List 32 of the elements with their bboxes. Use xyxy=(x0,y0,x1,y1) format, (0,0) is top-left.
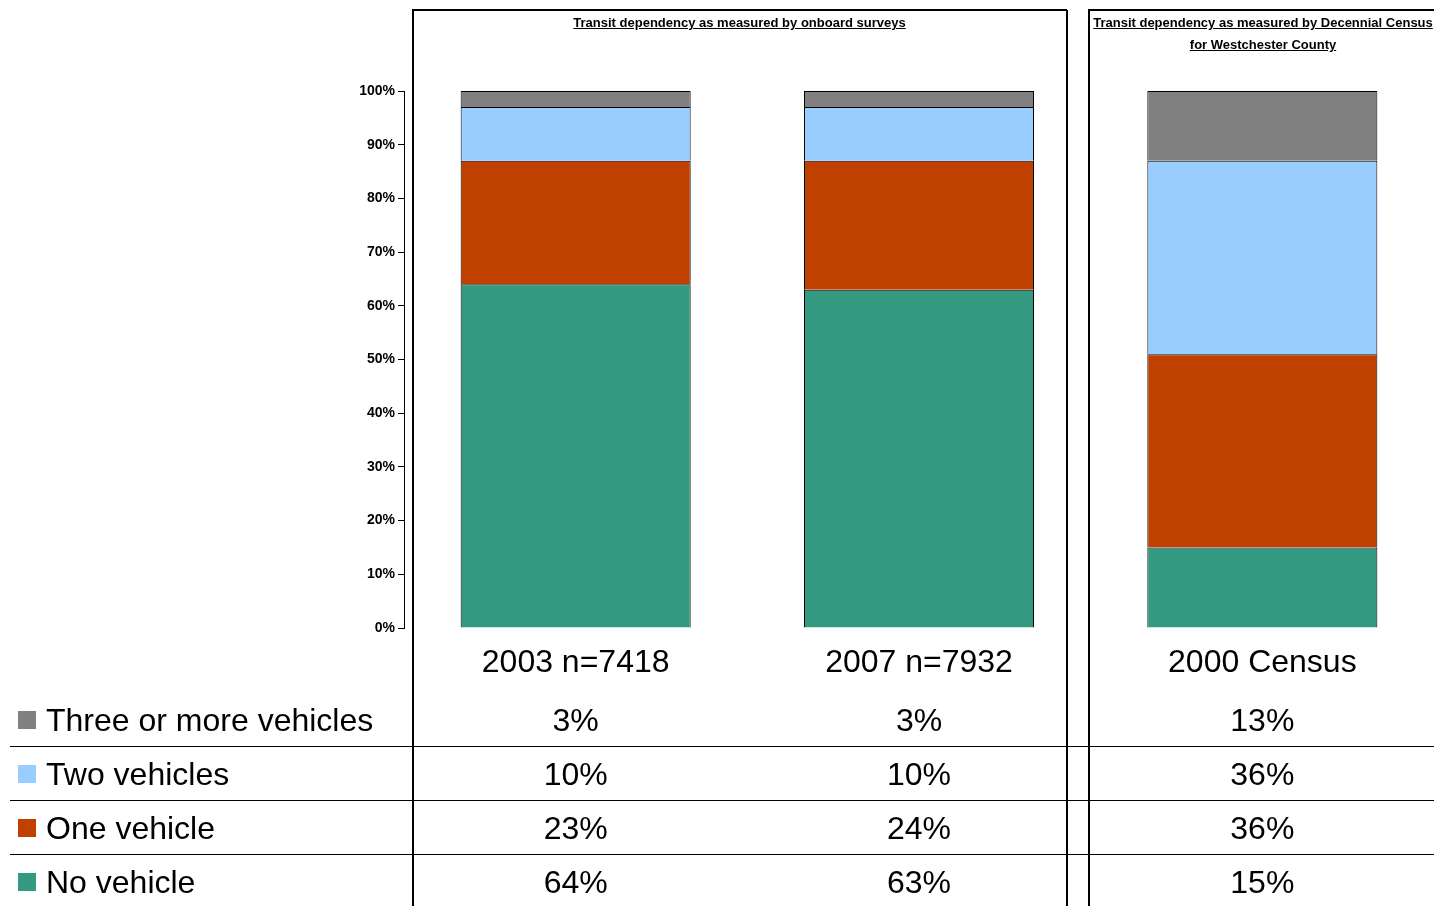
y-tick-label: 50% xyxy=(366,350,396,367)
y-tick-label: 20% xyxy=(366,511,396,528)
x-tick-label: 2007 n=7932 xyxy=(825,643,1013,680)
y-tick-label: 80% xyxy=(366,189,396,206)
legend-label: One vehicle xyxy=(46,809,215,848)
data-label: 10% xyxy=(542,755,609,794)
data-label: 23% xyxy=(542,809,609,848)
data-label: 15% xyxy=(1229,863,1296,902)
data-label: 63% xyxy=(885,863,952,902)
data-label: 10% xyxy=(885,755,952,794)
x-tick-label: 2000 Census xyxy=(1168,643,1357,680)
y-tick-label: 90% xyxy=(366,135,396,152)
legend-label: Three or more vehicles xyxy=(46,701,374,740)
data-label: 3% xyxy=(551,701,600,740)
data-label: 36% xyxy=(1229,809,1296,848)
data-label: 36% xyxy=(1229,755,1296,794)
y-tick-label: 70% xyxy=(366,242,396,259)
y-tick-label: 0% xyxy=(374,618,396,635)
chart-title: Transit dependency as measured by onboard surveys xyxy=(572,14,907,32)
legend-label: No vehicle xyxy=(46,863,196,902)
y-tick-label: 60% xyxy=(366,296,396,313)
data-label: 13% xyxy=(1229,701,1296,740)
text: Transit dependency as measured by Decennial Census for Westchester County xyxy=(1092,14,1434,54)
data-label: 24% xyxy=(885,809,952,848)
y-tick-label: 30% xyxy=(366,457,396,474)
y-tick-label: 40% xyxy=(366,404,396,421)
y-tick-label: 100% xyxy=(359,81,396,98)
data-label: 64% xyxy=(542,863,609,902)
y-tick-label: 10% xyxy=(366,565,396,582)
data-label: 3% xyxy=(894,701,944,740)
x-tick-label: 2003 n=7418 xyxy=(481,643,670,680)
legend-label: Two vehicles xyxy=(46,755,230,794)
